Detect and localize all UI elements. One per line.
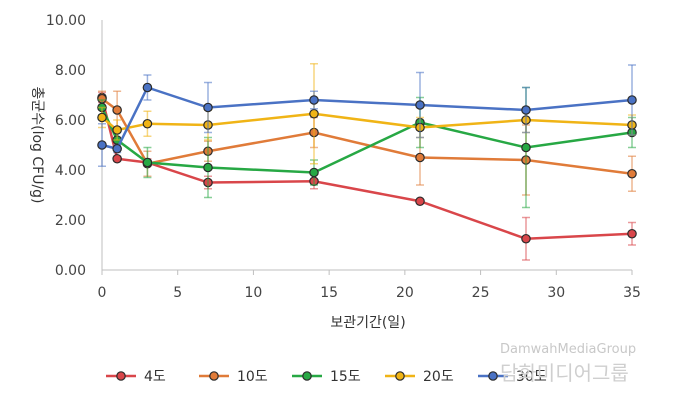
series-30도 — [97, 64, 637, 167]
series-layer — [97, 63, 637, 261]
y-tick-label: 8.00 — [55, 63, 86, 79]
legend-marker — [209, 371, 219, 381]
data-point — [521, 105, 531, 115]
data-point — [627, 95, 637, 105]
legend-item: 4도 — [106, 369, 166, 385]
data-point — [112, 143, 122, 154]
legend-marker — [302, 371, 312, 381]
x-tick-label: 15 — [320, 285, 338, 301]
x-tick-label: 30 — [547, 285, 565, 301]
series-line — [101, 85, 633, 151]
y-tick-label: 0.00 — [55, 263, 86, 279]
legend-label: 10도 — [237, 369, 268, 385]
legend-marker — [116, 371, 126, 381]
series-line — [101, 97, 633, 175]
watermark-english: DamwahMediaGroup — [500, 342, 636, 357]
y-tick-label: 4.00 — [55, 163, 86, 179]
data-point — [415, 152, 425, 163]
data-point — [203, 162, 213, 173]
x-axis-ticks: 0 5 10 15 20 25 30 35 — [98, 270, 641, 301]
legend-item: 30도 — [478, 369, 547, 385]
legend-marker — [395, 371, 405, 381]
data-point — [309, 108, 319, 119]
x-tick-label: 20 — [396, 285, 414, 301]
y-axis-title: 총균수(log CFU/g) — [29, 86, 45, 203]
data-point — [627, 228, 637, 239]
data-point — [97, 140, 107, 150]
data-point — [142, 157, 153, 168]
data-point — [97, 112, 107, 123]
data-point — [203, 102, 213, 113]
legend-marker — [488, 371, 498, 381]
watermark-korean: 담화미디어그룹 — [500, 361, 629, 385]
y-tick-label: 6.00 — [55, 113, 86, 129]
x-axis-title: 보관기간(일) — [330, 315, 405, 331]
data-point — [112, 153, 122, 164]
data-point — [521, 142, 531, 153]
x-tick-label: 35 — [623, 285, 641, 301]
legend-label: 20도 — [423, 369, 454, 385]
data-point — [112, 125, 122, 135]
x-tick-label: 10 — [245, 285, 263, 301]
data-point — [415, 196, 425, 207]
data-point — [309, 167, 319, 178]
data-point — [142, 82, 153, 93]
series-15도 — [97, 86, 637, 209]
x-tick-label: 0 — [98, 285, 107, 301]
y-tick-label: 2.00 — [55, 213, 86, 229]
series-4도 — [97, 91, 637, 261]
legend-label: 15도 — [330, 369, 361, 385]
legend-item: 15도 — [292, 369, 361, 385]
x-tick-label: 25 — [472, 285, 490, 301]
series-line — [101, 112, 633, 132]
data-point — [112, 105, 122, 115]
data-point — [627, 168, 637, 179]
data-point — [142, 118, 153, 129]
data-point — [415, 100, 425, 110]
legend-item: 20도 — [385, 369, 454, 385]
x-tick-label: 5 — [173, 285, 182, 301]
legend-label: 30도 — [516, 369, 547, 385]
data-point — [521, 233, 531, 244]
series-line — [100, 106, 633, 174]
y-tick-label: 10.00 — [46, 13, 86, 29]
legend: 4도 10도 15도 20도 30도 — [106, 369, 547, 385]
data-point — [309, 95, 319, 105]
legend-label: 4도 — [144, 369, 166, 385]
y-axis-ticks: 0.00 2.00 4.00 6.00 8.00 10.00 — [46, 13, 86, 279]
legend-item: 10도 — [199, 369, 268, 385]
series-line — [100, 97, 633, 241]
